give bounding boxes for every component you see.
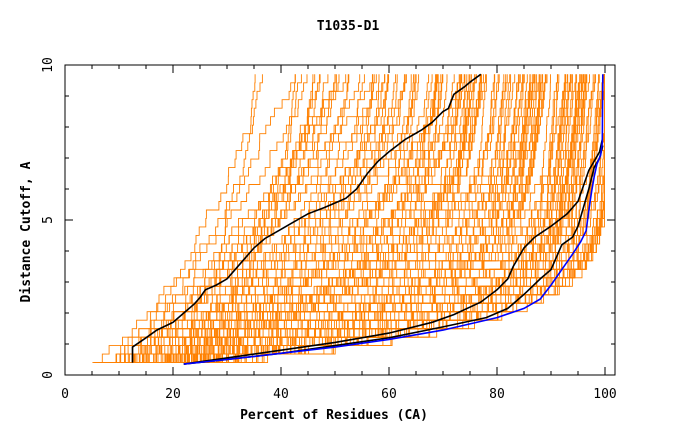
- background-curve: [196, 74, 463, 364]
- background-curve: [102, 74, 533, 364]
- series-line: [183, 139, 604, 365]
- background-curve: [155, 74, 455, 364]
- background-curve: [124, 74, 437, 364]
- background-curve: [128, 74, 499, 364]
- background-curve: [178, 74, 466, 364]
- background-curve: [163, 74, 573, 364]
- background-curve: [189, 74, 505, 364]
- background-curve: [127, 74, 487, 364]
- y-axis-label: Distance Cutoff, A: [19, 161, 34, 302]
- background-curve: [133, 74, 296, 364]
- background-curve: [121, 74, 361, 364]
- background-curve: [152, 74, 568, 364]
- x-tick-label: 80: [489, 387, 505, 402]
- background-curve: [122, 74, 470, 364]
- series-line: [183, 145, 604, 365]
- x-tick-labels: 0 20 40 60 80 100: [61, 387, 617, 402]
- background-curve: [165, 74, 516, 364]
- background-curve: [97, 74, 308, 364]
- background-curve: [121, 74, 397, 364]
- background-curve: [93, 74, 585, 364]
- background-curve: [98, 74, 460, 364]
- background-curve: [99, 74, 461, 364]
- x-tick-label: 40: [273, 387, 289, 402]
- background-curve: [129, 74, 520, 364]
- background-curve: [160, 74, 567, 364]
- background-curve: [182, 74, 605, 364]
- background-curve: [114, 74, 471, 364]
- background-curve: [124, 74, 385, 364]
- background-curve: [137, 74, 507, 364]
- x-tick-label: 60: [381, 387, 397, 402]
- axis-ticks: [64, 64, 615, 376]
- background-curve: [110, 74, 484, 364]
- background-curve: [201, 74, 577, 364]
- y-tick-labels: 0 5 10: [41, 57, 56, 379]
- background-curve: [149, 74, 566, 364]
- x-tick-label: 0: [61, 387, 69, 402]
- background-curve: [122, 74, 263, 364]
- background-curve: [177, 74, 412, 364]
- background-curve: [180, 74, 496, 364]
- background-curve: [179, 74, 482, 364]
- series-curves: [131, 73, 604, 365]
- background-curve: [154, 74, 389, 364]
- x-axis-label: Percent of Residues (CA): [240, 408, 428, 423]
- series-line: [183, 74, 604, 365]
- x-tick-label: 20: [165, 387, 181, 402]
- y-tick-label: 10: [41, 57, 56, 73]
- y-tick-label: 5: [41, 216, 56, 224]
- background-curve: [98, 74, 540, 364]
- chart-title: T1035-D1: [317, 19, 380, 34]
- background-curve: [163, 74, 438, 364]
- series-line: [131, 73, 482, 363]
- background-curve: [135, 74, 417, 364]
- background-curve: [172, 74, 538, 364]
- x-tick-label: 100: [593, 387, 616, 402]
- background-model-curves: [92, 74, 605, 364]
- background-curve: [124, 74, 462, 364]
- background-curve: [97, 74, 604, 364]
- background-curve: [133, 74, 380, 364]
- background-curve: [143, 74, 551, 364]
- y-tick-label: 0: [41, 371, 56, 379]
- background-curve: [171, 74, 594, 364]
- background-curve: [97, 74, 536, 364]
- background-curve: [96, 74, 582, 364]
